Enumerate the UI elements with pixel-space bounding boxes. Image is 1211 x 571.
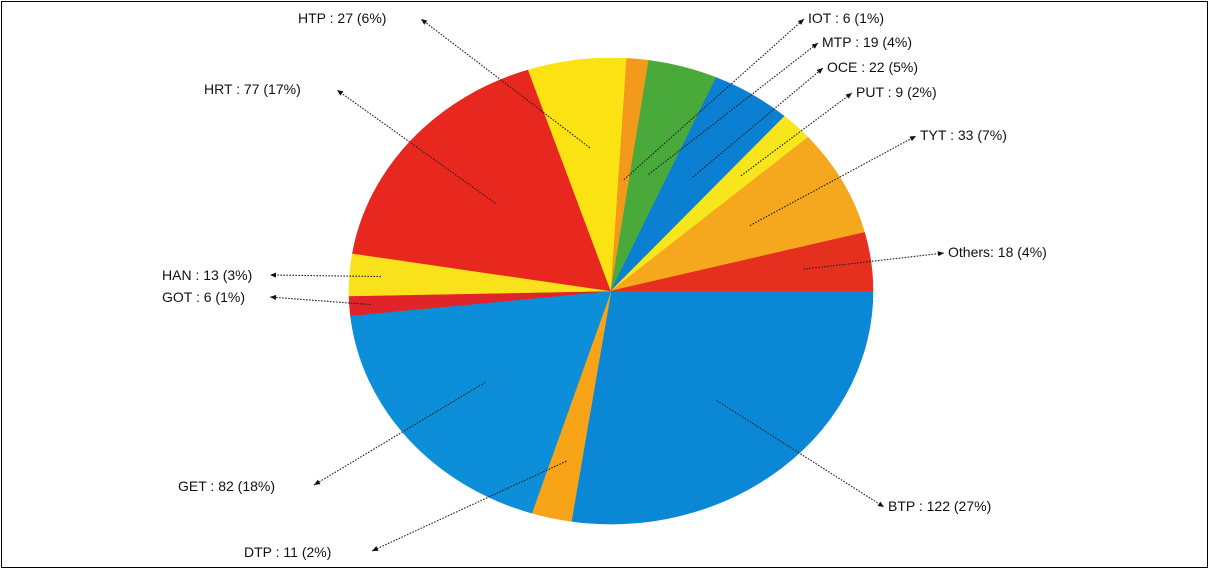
pie-slice-tyt xyxy=(610,136,865,292)
slice-label-got: GOT : 6 (1%) xyxy=(162,289,245,305)
pie-slice-get xyxy=(350,290,612,514)
slice-label-htp: HTP : 27 (6%) xyxy=(298,10,386,26)
leader-arrow-oce xyxy=(816,68,823,74)
slice-label-btp: BTP : 122 (27%) xyxy=(888,498,991,514)
leader-arrow-get xyxy=(314,479,321,485)
slice-label-mtp: MTP : 19 (4%) xyxy=(822,34,912,50)
slice-label-others: Others: 18 (4%) xyxy=(948,244,1047,260)
leader-lines xyxy=(269,18,945,552)
leader-arrow-mtp xyxy=(811,43,818,49)
leader-arrow-hrt xyxy=(337,90,344,96)
slice-label-dtp: DTP : 11 (2%) xyxy=(244,544,331,560)
slice-label-han: HAN : 13 (3%) xyxy=(162,267,252,283)
leader-arrow-put xyxy=(845,93,852,99)
leader-arrow-tyt xyxy=(909,136,916,142)
leader-line-hrt xyxy=(336,89,496,204)
leader-line-tyt xyxy=(749,135,917,227)
slice-labels: BTP : 122 (27%) DTP : 11 (2%) GET : 82 (18… xyxy=(162,10,1047,560)
leader-arrow-got xyxy=(270,294,277,301)
slice-label-oce: OCE : 22 (5%) xyxy=(827,59,918,75)
leader-line-oce xyxy=(692,67,824,178)
slice-label-get: GET : 82 (18%) xyxy=(178,478,275,494)
leader-arrow-han xyxy=(270,272,277,278)
leader-arrow-others xyxy=(937,251,944,257)
pie-slice-others xyxy=(610,232,874,292)
leader-arrow-htp xyxy=(421,19,428,25)
leader-arrow-btp xyxy=(877,501,884,507)
leader-arrow-dtp xyxy=(372,546,379,551)
leader-line-btp xyxy=(716,400,885,508)
slice-label-tyt: TYT : 33 (7%) xyxy=(920,127,1007,143)
leader-line-han xyxy=(269,274,382,278)
slice-label-put: PUT : 9 (2%) xyxy=(856,84,937,100)
leader-line-iot xyxy=(623,18,805,181)
pie-slices xyxy=(348,57,874,525)
leader-line-get xyxy=(313,381,486,486)
leader-line-others xyxy=(803,252,945,270)
slice-label-hrt: HRT : 77 (17%) xyxy=(204,81,301,97)
leader-arrow-iot xyxy=(797,19,804,25)
leader-line-dtp xyxy=(371,460,567,552)
leader-line-htp xyxy=(420,18,591,149)
slice-label-iot: IOT : 6 (1%) xyxy=(808,10,884,26)
pie-slice-btp xyxy=(571,290,874,525)
leader-line-put xyxy=(740,92,853,177)
